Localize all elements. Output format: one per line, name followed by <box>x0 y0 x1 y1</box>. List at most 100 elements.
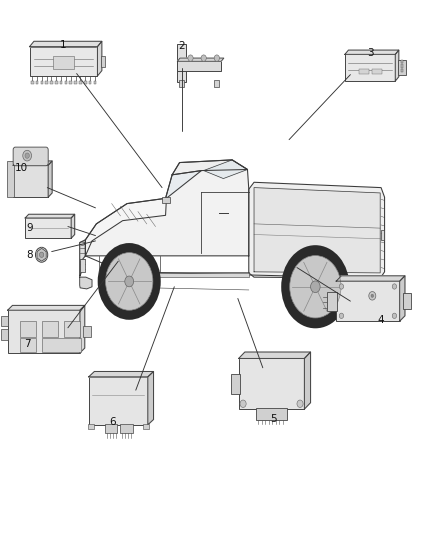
Circle shape <box>392 284 396 289</box>
Bar <box>398 60 406 75</box>
Polygon shape <box>345 50 399 54</box>
Bar <box>53 56 74 69</box>
Bar <box>83 326 91 337</box>
Text: 1: 1 <box>60 40 67 50</box>
Bar <box>400 64 403 68</box>
Polygon shape <box>304 352 311 409</box>
Circle shape <box>39 252 44 257</box>
Bar <box>231 374 240 394</box>
Bar <box>143 424 149 429</box>
Circle shape <box>25 153 29 158</box>
Text: 4: 4 <box>378 315 385 325</box>
Polygon shape <box>166 171 201 198</box>
Polygon shape <box>239 352 311 358</box>
Polygon shape <box>85 160 249 256</box>
Bar <box>239 358 304 409</box>
Bar <box>177 44 186 82</box>
Polygon shape <box>29 42 102 47</box>
Polygon shape <box>395 50 399 81</box>
Circle shape <box>201 55 206 61</box>
Bar <box>55 82 57 84</box>
Circle shape <box>281 245 350 328</box>
Bar <box>101 56 105 67</box>
Polygon shape <box>204 160 247 179</box>
Polygon shape <box>48 161 52 197</box>
Text: 2: 2 <box>178 41 185 51</box>
Bar <box>88 82 91 84</box>
Bar <box>50 82 53 84</box>
Text: 7: 7 <box>24 339 31 349</box>
Circle shape <box>392 313 396 318</box>
Circle shape <box>23 150 32 161</box>
Bar <box>110 273 249 277</box>
Bar <box>359 69 369 74</box>
Bar <box>80 259 85 272</box>
Bar <box>326 292 337 311</box>
Bar <box>31 82 33 84</box>
Bar <box>64 82 67 84</box>
Circle shape <box>240 400 246 407</box>
Bar <box>74 82 77 84</box>
Polygon shape <box>97 42 102 76</box>
Ellipse shape <box>80 242 85 245</box>
Bar <box>162 197 170 203</box>
Polygon shape <box>399 276 405 321</box>
Circle shape <box>98 243 161 320</box>
Circle shape <box>371 294 374 297</box>
Polygon shape <box>8 305 85 310</box>
Polygon shape <box>336 276 405 281</box>
Bar <box>345 54 395 81</box>
Bar <box>29 46 97 76</box>
Polygon shape <box>37 248 46 261</box>
Bar <box>120 424 133 433</box>
Bar <box>400 60 403 63</box>
Bar <box>42 338 81 352</box>
Polygon shape <box>13 161 52 165</box>
Circle shape <box>106 253 153 310</box>
Circle shape <box>290 255 341 318</box>
Text: 5: 5 <box>270 415 277 424</box>
Bar <box>256 408 287 420</box>
Bar <box>8 310 80 353</box>
Bar <box>372 69 382 74</box>
Polygon shape <box>172 160 247 175</box>
Bar <box>88 424 94 429</box>
Bar <box>13 165 48 197</box>
Bar <box>403 293 411 309</box>
Bar <box>20 338 36 352</box>
Polygon shape <box>80 240 85 277</box>
Bar <box>35 82 38 84</box>
Bar <box>69 82 72 84</box>
Polygon shape <box>249 182 385 278</box>
Polygon shape <box>88 372 153 377</box>
Polygon shape <box>148 372 153 425</box>
Circle shape <box>297 400 303 407</box>
Bar <box>60 82 62 84</box>
Bar <box>64 321 80 337</box>
Text: 9: 9 <box>26 223 33 233</box>
Circle shape <box>188 55 193 61</box>
Circle shape <box>311 281 320 293</box>
Bar <box>93 82 96 84</box>
Circle shape <box>35 247 48 262</box>
Bar <box>1 316 8 326</box>
Bar <box>105 424 117 433</box>
Polygon shape <box>254 188 380 273</box>
Text: 8: 8 <box>26 251 33 260</box>
Polygon shape <box>85 198 166 256</box>
Circle shape <box>369 292 376 300</box>
Bar <box>179 80 184 87</box>
Polygon shape <box>380 281 388 289</box>
Bar <box>7 161 14 197</box>
Bar <box>336 281 399 321</box>
Polygon shape <box>25 214 74 218</box>
Bar <box>45 82 48 84</box>
Text: 10: 10 <box>14 163 28 173</box>
Bar <box>25 218 71 238</box>
Circle shape <box>125 276 134 287</box>
Polygon shape <box>80 277 92 289</box>
Circle shape <box>339 284 343 289</box>
Polygon shape <box>80 305 85 353</box>
Bar <box>214 80 219 87</box>
Polygon shape <box>177 58 224 61</box>
